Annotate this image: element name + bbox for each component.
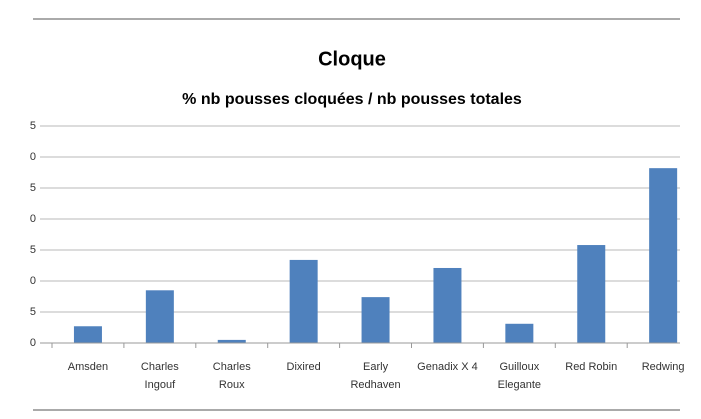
x-tick-label-line: Redhaven [350,379,400,391]
bar [433,267,462,343]
x-tick-label: Amsden [68,361,108,373]
bar [217,339,246,343]
x-tick-label: Charles Roux [213,361,251,391]
x-tick-label: Dixired [287,361,321,373]
x-tick-label-line: Charles [141,361,179,373]
x-tick-label-line: Redwing [642,361,685,373]
bar [649,168,678,343]
x-tick-label-line: Guilloux [499,361,539,373]
bar [361,297,390,343]
x-tick-label: Red Robin [565,361,617,373]
x-tick-label-line: Elegante [498,379,541,391]
x-tick-label-line: Dixired [287,361,321,373]
x-tick-label: Early Redhaven [350,361,400,391]
x-tick-label: Charles Ingouf [141,361,179,391]
x-tick-label-line: Red Robin [565,361,617,373]
bar [289,259,318,343]
y-tick-label: 5 [30,120,36,132]
x-tick-label-line: Amsden [68,361,108,373]
x-tick-label: Guilloux Elegante [498,361,541,391]
y-tick-label: 0 [30,275,36,287]
y-tick-label: 5 [30,182,36,194]
bar [145,290,174,343]
x-tick-label-line: Genadix X 4 [417,361,478,373]
x-tick-label-line: Roux [219,379,245,391]
y-tick-label: 0 [30,213,36,225]
x-tick-label-line: Charles [213,361,251,373]
bar [505,323,534,343]
x-tick-label: Genadix X 4 [417,361,478,373]
chart-title: Cloque [318,48,386,70]
y-tick-label: 0 [30,337,36,349]
x-tick-label-line: Ingouf [145,379,177,391]
bar [73,326,102,343]
y-tick-label: 5 [30,244,36,256]
x-tick-label-line: Early [363,361,389,373]
x-tick-label: Redwing [642,361,685,373]
y-tick-label: 5 [30,306,36,318]
chart-subtitle: % nb pousses cloquées / nb pousses total… [182,91,522,108]
y-tick-label: 0 [30,151,36,163]
bar [577,245,606,343]
